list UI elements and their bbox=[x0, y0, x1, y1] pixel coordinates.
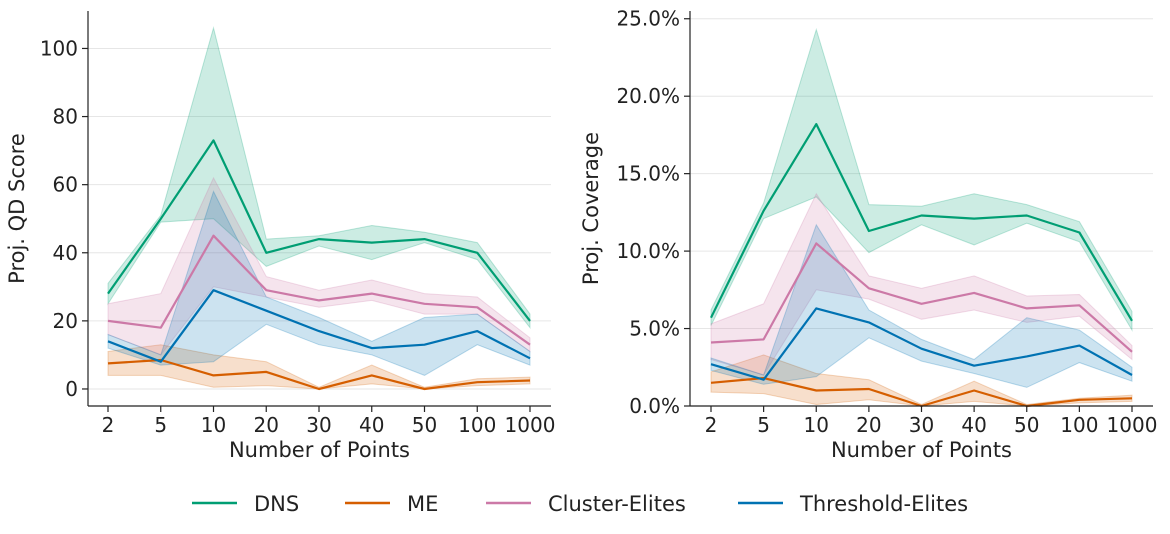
y-tick-label: 60 bbox=[53, 173, 78, 197]
x-tick-label: 10 bbox=[804, 413, 829, 437]
x-tick-label: 20 bbox=[856, 413, 881, 437]
x-tick-label: 40 bbox=[359, 413, 384, 437]
x-tick-label: 5 bbox=[154, 413, 167, 437]
x-tick-label: 30 bbox=[306, 413, 331, 437]
legend-label-dns: DNS bbox=[254, 492, 299, 516]
legend-label-cluster-elites: Cluster-Elites bbox=[548, 492, 686, 516]
x-tick-label: 30 bbox=[909, 413, 934, 437]
x-tick-label: 50 bbox=[1014, 413, 1039, 437]
y-tick-label: 5.0% bbox=[629, 317, 680, 341]
y-tick-label: 40 bbox=[53, 241, 78, 265]
x-tick-label: 1000 bbox=[1107, 413, 1158, 437]
x-tick-label: 5 bbox=[757, 413, 770, 437]
series-line-dns bbox=[107, 139, 531, 322]
legend-label-me: ME bbox=[407, 492, 438, 516]
x-tick-label: 50 bbox=[412, 413, 437, 437]
y-tick-label: 10.0% bbox=[616, 239, 680, 263]
legend-label-threshold-elites: Threshold-Elites bbox=[799, 492, 968, 516]
x-axis-label: Number of Points bbox=[831, 438, 1012, 462]
y-tick-label: 25.0% bbox=[616, 7, 680, 31]
x-tick-label: 20 bbox=[254, 413, 279, 437]
band-me bbox=[710, 354, 1133, 407]
x-tick-label: 10 bbox=[201, 413, 226, 437]
x-tick-label: 40 bbox=[961, 413, 986, 437]
coverage-chart: 0.0% 5.0% 10.0% 15.0% 20.0% 25.0% 2 5 10 20 30 40 50… bbox=[579, 7, 1157, 462]
band-dns bbox=[107, 26, 531, 330]
series-line-cluster-elites bbox=[107, 234, 531, 346]
y-tick-label: 20.0% bbox=[616, 84, 680, 108]
x-tick-label: 100 bbox=[1060, 413, 1098, 437]
series-line-cluster-elites bbox=[710, 242, 1133, 353]
x-axis-label: Number of Points bbox=[229, 438, 410, 462]
y-axis-label: Proj. Coverage bbox=[579, 132, 603, 285]
y-tick-label: 15.0% bbox=[616, 162, 680, 186]
band-threshold-elites bbox=[710, 223, 1133, 388]
x-tick-label: 100 bbox=[458, 413, 496, 437]
x-tick-label: 2 bbox=[102, 413, 115, 437]
band-cluster-elites bbox=[107, 176, 531, 356]
band-dns bbox=[710, 27, 1133, 332]
qd-score-chart: 0 20 40 60 80 100 2 5 10 20 30 40 50 100 1000 Number of… bbox=[5, 11, 555, 462]
y-tick-label: 0 bbox=[65, 377, 78, 401]
y-axis-label: Proj. QD Score bbox=[5, 133, 29, 284]
y-tick-label: 20 bbox=[53, 309, 78, 333]
y-tick-label: 100 bbox=[40, 36, 78, 60]
x-tick-label: 2 bbox=[705, 413, 718, 437]
y-tick-label: 0.0% bbox=[629, 394, 680, 418]
series-line-threshold-elites bbox=[107, 289, 531, 363]
series-line-threshold-elites bbox=[710, 307, 1133, 381]
x-tick-label: 1000 bbox=[505, 413, 556, 437]
legend: DNS ME Cluster-Elites Threshold-Elites bbox=[192, 492, 968, 516]
y-tick-label: 80 bbox=[53, 105, 78, 129]
band-cluster-elites bbox=[710, 192, 1133, 376]
band-me bbox=[107, 344, 531, 390]
series-line-dns bbox=[710, 122, 1133, 322]
series-line-me bbox=[107, 358, 531, 391]
